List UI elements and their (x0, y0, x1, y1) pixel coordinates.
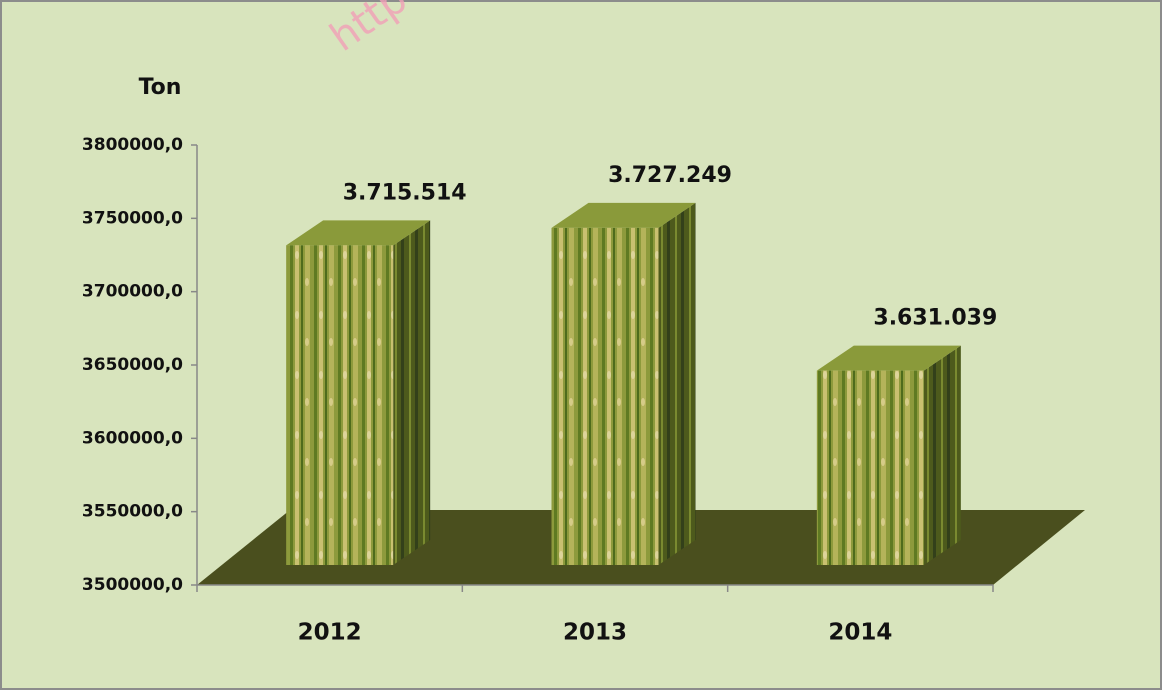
x-tick-label: 2012 (298, 620, 362, 646)
bar-top (816, 345, 961, 371)
value-label: 3.715.514 (343, 180, 467, 205)
bar-side (658, 202, 696, 565)
value-label: 3.727.249 (608, 163, 732, 188)
y-tick-label: 3500000,0 (82, 575, 183, 595)
y-tick-label: 3650000,0 (82, 355, 183, 375)
bar-top (286, 220, 431, 246)
bar-top (551, 202, 696, 228)
bar (551, 227, 659, 565)
bar-side (393, 220, 431, 565)
y-tick-label: 3700000,0 (82, 282, 183, 302)
x-tick-label: 2014 (828, 620, 892, 646)
value-label: 3.631.039 (873, 306, 997, 331)
x-tick-label: 2013 (563, 620, 627, 646)
y-tick-label: 3550000,0 (82, 502, 183, 522)
bar (816, 370, 924, 565)
y-tick-label: 3750000,0 (82, 208, 183, 228)
y-tick-label: 3800000,0 (82, 135, 183, 155)
bar-side (923, 345, 961, 565)
y-axis-label: Ton (139, 75, 182, 100)
y-tick-label: 3600000,0 (82, 428, 183, 448)
bar (286, 245, 394, 565)
